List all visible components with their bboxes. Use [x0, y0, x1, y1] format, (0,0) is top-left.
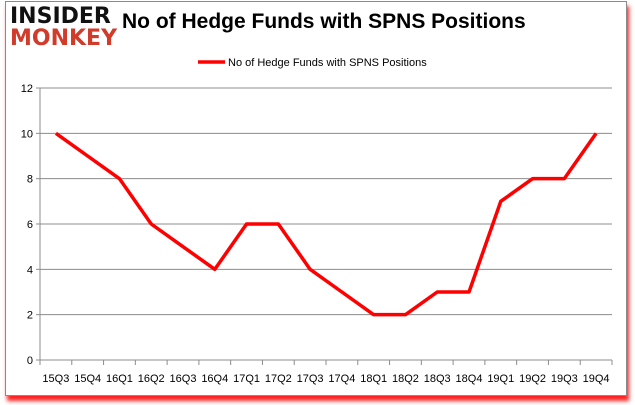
y-tick-label: 2: [27, 310, 33, 322]
chart-title: No of Hedge Funds with SPNS Positions: [122, 10, 526, 33]
x-tick-label: 18Q2: [392, 373, 419, 385]
x-tick-label: 17Q4: [328, 373, 355, 385]
x-tick-label: 16Q2: [138, 373, 165, 385]
y-tick-label: 8: [27, 174, 33, 186]
x-tick-label: 17Q2: [265, 373, 292, 385]
x-tick-label: 18Q3: [424, 373, 451, 385]
x-tick-label: 19Q3: [551, 373, 578, 385]
logo-line2: MONKEY: [10, 26, 118, 51]
y-tick-label: 6: [27, 219, 33, 231]
insider-monkey-logo: INSIDER MONKEY: [10, 6, 117, 50]
x-tick-label: 18Q4: [456, 373, 483, 385]
y-tick-label: 12: [21, 83, 33, 95]
x-tick-label: 18Q1: [360, 373, 387, 385]
x-tick-label: 19Q1: [487, 373, 514, 385]
x-tick-label: 16Q4: [201, 373, 228, 385]
x-tick-label: 15Q3: [42, 373, 69, 385]
logo-line1: INSIDER: [10, 4, 111, 29]
chart-frame: [5, 1, 627, 396]
x-tick-label: 19Q4: [583, 373, 610, 385]
series-line: [54, 131, 598, 317]
x-tick-label: 15Q4: [74, 373, 101, 385]
y-tick-label: 10: [21, 128, 33, 140]
x-tick-label: 19Q2: [519, 373, 546, 385]
y-tick-label: 4: [27, 264, 33, 276]
x-tick-label: 17Q3: [297, 373, 324, 385]
x-tick-label: 17Q1: [233, 373, 260, 385]
y-tick-label: 0: [27, 355, 33, 367]
legend-label: No of Hedge Funds with SPNS Positions: [228, 57, 427, 69]
x-tick-label: 16Q3: [170, 373, 197, 385]
x-tick-label: 16Q1: [106, 373, 133, 385]
